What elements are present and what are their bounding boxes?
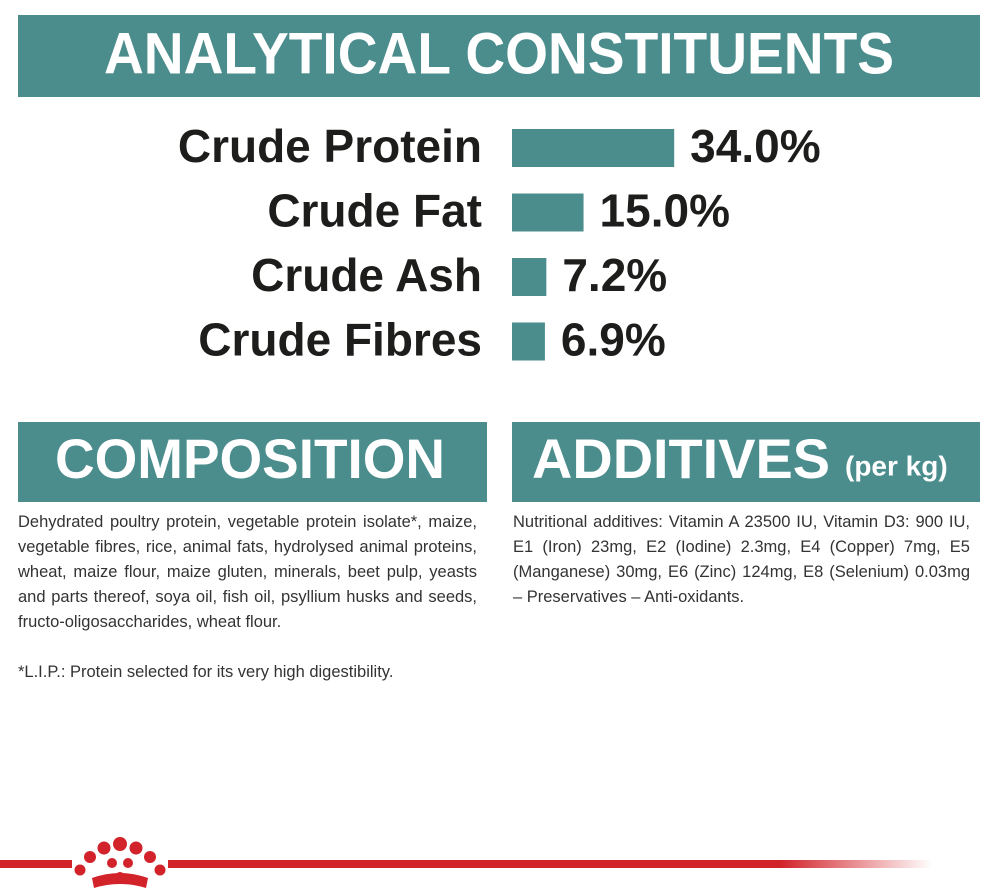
bar <box>512 258 547 296</box>
composition-banner <box>18 422 487 502</box>
value-label: 7.2% <box>562 249 667 301</box>
bar <box>512 129 675 167</box>
composition-title: COMPOSITION <box>55 427 445 490</box>
value-label: 34.0% <box>690 120 820 172</box>
additives-subtitle: (per kg) <box>845 450 948 481</box>
bar <box>512 193 584 232</box>
category-label: Crude Fat <box>267 185 482 237</box>
chart-title: ANALYTICAL CONSTITUENTS <box>104 21 894 86</box>
value-label: 6.9% <box>561 314 666 366</box>
bar <box>512 322 545 361</box>
composition-text: Dehydrated poultry protein, vegetable pr… <box>18 513 477 631</box>
footer-line <box>168 860 933 868</box>
footer-line <box>0 860 72 868</box>
additives-banner <box>512 422 980 502</box>
crown-logo <box>74 837 166 888</box>
category-label: Crude Ash <box>251 249 482 301</box>
additives-title: ADDITIVES <box>532 427 830 490</box>
category-label: Crude Fibres <box>198 314 482 366</box>
composition-note: *L.I.P.: Protein selected for its very h… <box>18 663 394 681</box>
value-label: 15.0% <box>600 185 730 237</box>
additives-text: Nutritional additives: Vitamin A 23500 I… <box>513 513 970 606</box>
category-label: Crude Protein <box>178 120 482 172</box>
title-banner <box>18 15 980 97</box>
